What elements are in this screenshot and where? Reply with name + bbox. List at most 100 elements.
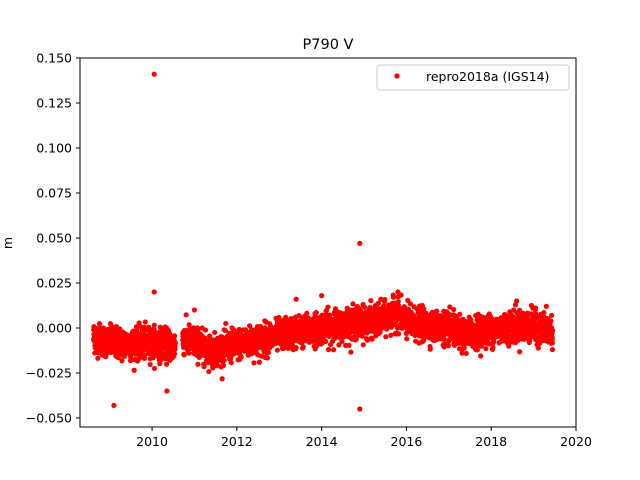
data-point xyxy=(119,358,125,364)
x-axis: 2010 2012 2014 2016 2018 2020 xyxy=(136,427,592,449)
y-axis-label: m xyxy=(0,237,15,249)
data-point xyxy=(395,298,401,305)
data-point xyxy=(323,338,329,345)
outlier-point xyxy=(514,298,520,304)
legend-marker xyxy=(394,73,400,79)
data-point xyxy=(404,336,410,342)
data-point xyxy=(368,298,374,304)
x-tick-label: 2016 xyxy=(391,434,423,449)
data-point xyxy=(381,303,387,309)
data-point xyxy=(339,338,345,344)
data-point xyxy=(441,336,447,342)
data-point xyxy=(186,322,192,328)
data-point xyxy=(348,349,354,355)
data-point xyxy=(427,346,433,352)
outlier-point xyxy=(191,307,198,313)
data-point xyxy=(332,335,338,341)
data-point xyxy=(228,355,234,361)
data-point xyxy=(346,342,352,348)
legend-entry: repro2018a (IGS14) xyxy=(426,69,549,84)
outlier-point xyxy=(111,402,117,408)
data-point xyxy=(388,332,394,338)
data-point xyxy=(183,312,189,318)
data-point xyxy=(256,359,263,365)
y-tick-label: −0.025 xyxy=(26,366,72,381)
data-point xyxy=(196,354,202,361)
data-point xyxy=(95,355,101,361)
data-point xyxy=(549,312,555,318)
data-point xyxy=(201,364,207,370)
data-point xyxy=(171,333,178,339)
data-point xyxy=(326,346,332,353)
data-point xyxy=(486,341,492,347)
y-tick-label: 0.000 xyxy=(36,321,72,336)
data-point xyxy=(541,310,547,316)
data-point xyxy=(445,343,451,349)
data-point xyxy=(548,318,554,324)
y-tick-label: 0.075 xyxy=(36,186,72,201)
x-tick-label: 2018 xyxy=(475,434,507,449)
data-point xyxy=(265,349,271,356)
data-point xyxy=(131,367,137,373)
y-tick-label: 0.150 xyxy=(36,51,72,66)
data-point xyxy=(304,310,310,316)
data-point xyxy=(535,345,541,351)
data-point xyxy=(276,314,282,321)
data-point xyxy=(478,353,484,359)
x-tick-label: 2020 xyxy=(560,434,592,449)
plot-frame xyxy=(79,57,577,428)
data-point xyxy=(330,347,337,353)
data-point xyxy=(350,301,356,307)
data-point xyxy=(121,353,127,359)
data-point xyxy=(517,307,523,313)
data-point xyxy=(238,354,244,360)
data-point xyxy=(382,296,388,303)
data-point xyxy=(490,344,496,351)
data-point xyxy=(383,334,389,340)
outlier-point xyxy=(293,296,299,302)
data-point xyxy=(550,327,556,334)
data-point xyxy=(264,355,271,361)
data-point xyxy=(451,307,457,313)
data-point xyxy=(549,340,555,346)
data-point xyxy=(228,360,234,366)
outlier-point xyxy=(357,406,363,412)
data-point xyxy=(327,312,333,318)
data-point xyxy=(300,344,306,350)
data-point xyxy=(517,349,523,355)
data-point xyxy=(186,350,192,356)
data-point xyxy=(532,305,539,311)
data-point xyxy=(396,331,402,337)
data-point xyxy=(181,352,187,358)
data-point xyxy=(325,304,331,310)
outlier-point xyxy=(164,388,170,394)
data-point xyxy=(221,357,227,364)
data-point xyxy=(483,345,489,352)
legend-box xyxy=(376,64,570,91)
data-point xyxy=(151,322,157,328)
data-point xyxy=(362,304,368,310)
data-point xyxy=(369,336,375,342)
y-tick-label: −0.050 xyxy=(26,411,72,426)
data-point xyxy=(390,294,397,300)
chart-title: P790 V xyxy=(303,37,354,53)
data-point xyxy=(172,340,178,347)
y-tick-label: 0.025 xyxy=(36,276,72,291)
outlier-point xyxy=(543,303,549,309)
data-point xyxy=(142,352,148,358)
x-tick-label: 2014 xyxy=(306,434,338,449)
data-point xyxy=(474,347,480,353)
legend: repro2018a (IGS14) xyxy=(376,64,570,91)
data-point xyxy=(151,365,158,372)
y-tick-label: 0.050 xyxy=(36,231,72,246)
x-tick-label: 2010 xyxy=(136,434,168,449)
outlier-point xyxy=(151,71,157,77)
data-point xyxy=(549,346,556,353)
data-point xyxy=(336,342,342,348)
data-point xyxy=(407,301,414,307)
data-point xyxy=(447,304,453,310)
data-point xyxy=(463,350,469,357)
data-point xyxy=(364,337,370,343)
data-point xyxy=(536,340,543,347)
